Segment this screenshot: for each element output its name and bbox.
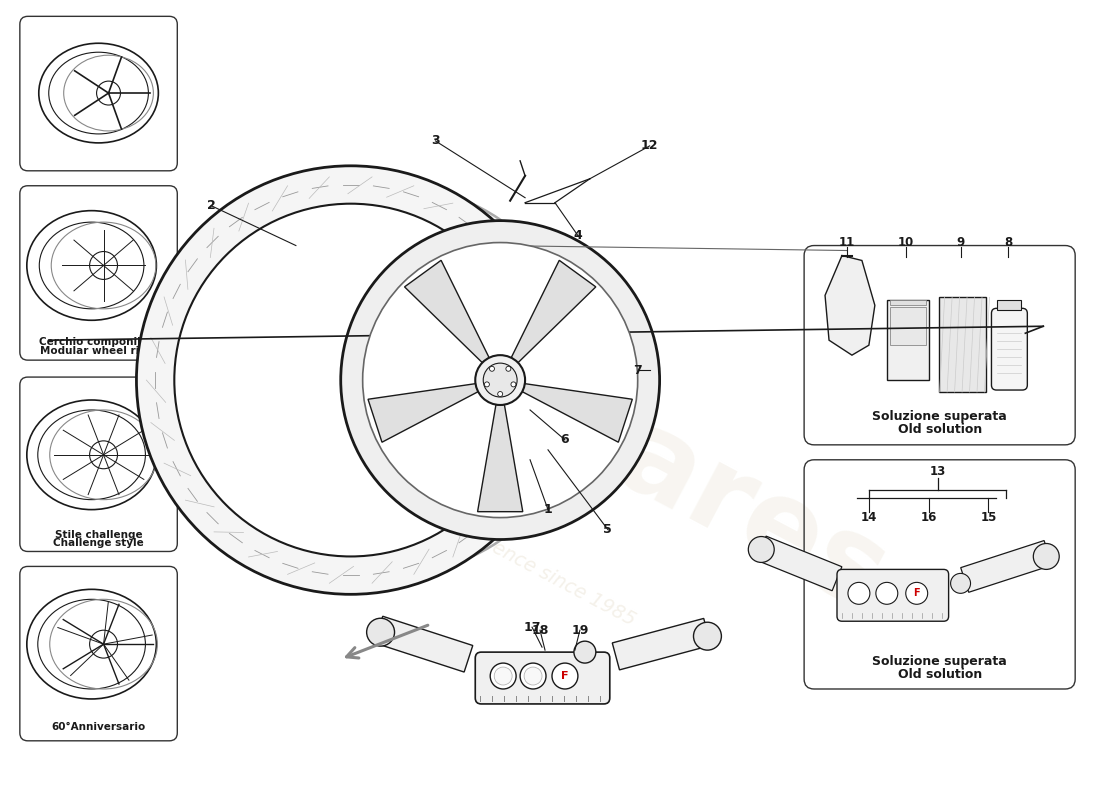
Polygon shape (613, 618, 711, 670)
Polygon shape (374, 616, 473, 672)
Circle shape (905, 582, 927, 604)
Text: 19: 19 (571, 624, 588, 637)
Circle shape (848, 582, 870, 604)
Bar (890, 307, 926, 345)
Polygon shape (477, 405, 522, 512)
Circle shape (524, 667, 542, 685)
FancyBboxPatch shape (991, 308, 1027, 390)
Text: Cerchio componibile: Cerchio componibile (39, 338, 158, 347)
Text: 17: 17 (524, 621, 541, 634)
Ellipse shape (748, 537, 774, 562)
Text: Old solution: Old solution (898, 667, 982, 681)
Circle shape (89, 441, 118, 469)
Text: Stile challenge: Stile challenge (55, 530, 142, 539)
Text: 18: 18 (531, 624, 549, 637)
FancyBboxPatch shape (837, 570, 948, 622)
Circle shape (512, 382, 516, 387)
Text: Modular wheel rims: Modular wheel rims (41, 346, 156, 356)
Text: 4: 4 (573, 229, 582, 242)
Ellipse shape (341, 221, 660, 539)
Bar (890, 300, 926, 306)
Bar (887, 300, 928, 380)
Circle shape (506, 366, 510, 371)
Polygon shape (405, 260, 490, 362)
Ellipse shape (1033, 543, 1059, 570)
Ellipse shape (693, 622, 722, 650)
Text: 13: 13 (930, 466, 946, 478)
Text: 60°Anniversario: 60°Anniversario (52, 722, 145, 732)
Ellipse shape (196, 186, 585, 574)
Circle shape (475, 355, 525, 405)
Text: Challenge style: Challenge style (53, 538, 144, 549)
Text: 5: 5 (604, 523, 613, 536)
Ellipse shape (234, 224, 547, 537)
Circle shape (89, 251, 118, 279)
Bar (938, 298, 987, 392)
Text: 1: 1 (543, 503, 552, 516)
Polygon shape (368, 384, 478, 442)
Text: a passion for excellence since 1985: a passion for excellence since 1985 (322, 450, 639, 630)
Polygon shape (522, 384, 632, 442)
Polygon shape (512, 260, 596, 362)
Ellipse shape (136, 166, 565, 594)
Text: 12: 12 (641, 139, 659, 152)
Ellipse shape (366, 618, 395, 646)
Ellipse shape (174, 204, 527, 557)
Circle shape (520, 663, 546, 689)
Ellipse shape (950, 574, 970, 594)
Polygon shape (757, 536, 842, 590)
Text: 6: 6 (561, 434, 570, 446)
Circle shape (89, 630, 118, 658)
Text: 15: 15 (980, 511, 997, 524)
Circle shape (97, 81, 121, 105)
Circle shape (876, 582, 898, 604)
Circle shape (497, 391, 503, 397)
Text: Old solution: Old solution (898, 423, 982, 436)
Text: 2: 2 (207, 199, 216, 212)
Text: Soluzione superata: Soluzione superata (872, 410, 1006, 423)
Text: Soluzione superata: Soluzione superata (872, 654, 1006, 667)
FancyBboxPatch shape (475, 652, 609, 704)
Circle shape (552, 663, 578, 689)
Circle shape (490, 366, 495, 371)
Circle shape (494, 667, 513, 685)
Text: 7: 7 (634, 364, 642, 377)
Polygon shape (825, 255, 874, 355)
Circle shape (484, 382, 490, 387)
Text: 16: 16 (921, 511, 937, 524)
Text: 3: 3 (431, 134, 440, 147)
Text: 9: 9 (956, 236, 965, 249)
Text: 10: 10 (898, 236, 914, 249)
Polygon shape (960, 541, 1052, 592)
Text: F: F (913, 588, 920, 598)
Text: 11: 11 (839, 236, 855, 249)
Text: 8: 8 (1004, 236, 1012, 249)
Text: eurospares: eurospares (194, 184, 906, 636)
Ellipse shape (363, 242, 638, 518)
Text: 14: 14 (860, 511, 877, 524)
Text: F: F (561, 671, 569, 681)
Circle shape (483, 363, 517, 397)
Circle shape (491, 663, 516, 689)
Ellipse shape (574, 641, 596, 663)
Bar (998, 300, 1022, 310)
